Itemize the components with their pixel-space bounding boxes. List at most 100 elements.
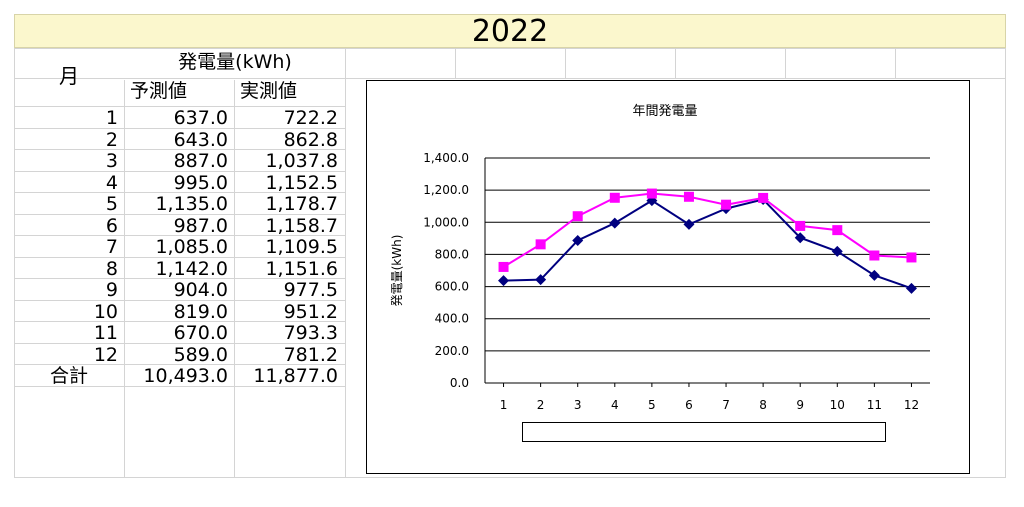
table-cell-forecast[interactable]: 904.0 <box>173 279 228 301</box>
y-axis-label: 発電量(kWh) <box>390 235 404 307</box>
table-cell-forecast[interactable]: 819.0 <box>173 300 228 323</box>
series-line-1 <box>503 198 912 290</box>
header-actual[interactable]: 実測値 <box>240 80 298 102</box>
chart-legend[interactable] <box>522 422 886 442</box>
x-tick-label: 10 <box>830 398 845 412</box>
y-tick-label: 1,000.0 <box>423 215 469 229</box>
grid-column-line <box>455 48 456 78</box>
grid-row-line <box>14 321 346 322</box>
grid-row-line <box>14 256 346 258</box>
table-cell-actual[interactable]: 781.2 <box>283 343 338 366</box>
grid-column-line <box>345 48 346 478</box>
chart-canvas: 年間発電量 0.0 200.0 400.0 600.0 800.0 1,000.0 1,200… <box>390 104 930 440</box>
x-tick-label: 12 <box>904 398 919 412</box>
x-tick-label: 5 <box>648 398 656 412</box>
x-tick-label: 9 <box>796 398 804 412</box>
x-tick-label: 4 <box>611 398 619 412</box>
header-generation[interactable]: 発電量(kWh) <box>178 51 292 73</box>
y-tick-label: 0.0 <box>450 376 469 390</box>
y-tick-label: 400.0 <box>435 312 469 326</box>
y-tick-label: 800.0 <box>435 247 469 261</box>
table-cell-forecast[interactable]: 995.0 <box>173 171 228 194</box>
grid-row-line <box>14 385 346 387</box>
table-cell-forecast[interactable]: 637.0 <box>173 107 228 129</box>
table-cell-month[interactable]: 3 <box>105 150 118 172</box>
table-cell-forecast[interactable]: 643.0 <box>173 128 228 151</box>
grid-row-line <box>14 106 346 107</box>
table-cell-actual[interactable]: 951.2 <box>283 300 338 323</box>
header-month[interactable]: 月 <box>59 64 79 88</box>
sheet-title[interactable]: 2022 <box>14 14 1006 49</box>
grid-row-line <box>14 127 346 129</box>
grid-row-line <box>14 342 346 344</box>
table-cell-month[interactable]: 1 <box>105 107 118 129</box>
grid-row-line <box>14 78 1006 79</box>
table-cell-forecast[interactable]: 987.0 <box>173 214 228 237</box>
grid-column-line <box>1005 48 1006 478</box>
grid-row-line <box>14 170 346 172</box>
data-point-square <box>758 192 769 203</box>
y-tick-label: 1,200.0 <box>423 183 469 197</box>
table-cell-forecast[interactable]: 1,142.0 <box>155 257 228 280</box>
table-cell-forecast[interactable]: 589.0 <box>173 343 228 366</box>
y-tick-label: 600.0 <box>435 280 469 294</box>
data-point-diamond <box>572 234 584 246</box>
grid-column-line <box>565 48 566 78</box>
chart-title: 年間発電量 <box>632 104 697 119</box>
x-tick-label: 11 <box>867 398 882 412</box>
grid-row-line <box>14 48 1006 49</box>
table-cell-month[interactable]: 11 <box>93 322 118 344</box>
table-cell-month[interactable]: 7 <box>105 236 118 258</box>
table-cell-actual[interactable]: 1,152.5 <box>265 171 338 194</box>
y-tick-label: 200.0 <box>435 344 469 358</box>
table-cell-forecast[interactable]: 670.0 <box>173 322 228 344</box>
table-cell-actual[interactable]: 1,151.6 <box>265 257 338 280</box>
x-tick-label: 6 <box>685 398 693 412</box>
table-cell-month[interactable]: 2 <box>105 128 118 151</box>
table-cell-actual[interactable]: 1,158.7 <box>265 214 338 237</box>
header-forecast[interactable]: 予測値 <box>130 80 188 102</box>
table-cell-month[interactable]: 9 <box>105 279 118 301</box>
data-point-square <box>795 220 806 231</box>
table-cell-actual[interactable]: 722.2 <box>283 107 338 129</box>
table-cell-forecast[interactable]: 1,135.0 <box>155 193 228 215</box>
table-cell-month[interactable]: 10 <box>93 300 118 323</box>
grid-row-line <box>14 213 346 215</box>
table-cell-actual[interactable]: 1,178.7 <box>265 193 338 215</box>
data-point-square <box>683 191 694 202</box>
table-cell-actual[interactable]: 977.5 <box>283 279 338 301</box>
data-point-square <box>535 239 546 250</box>
data-point-square <box>498 261 509 272</box>
data-point-diamond <box>535 274 547 286</box>
total-actual[interactable]: 11,877.0 <box>253 365 338 387</box>
data-point-square <box>832 225 843 236</box>
data-point-diamond <box>831 245 843 257</box>
table-cell-month[interactable]: 6 <box>105 214 118 237</box>
x-tick-label: 2 <box>537 398 545 412</box>
table-cell-actual[interactable]: 1,037.8 <box>265 150 338 172</box>
data-point-square <box>646 188 657 199</box>
annual-generation-chart[interactable]: 年間発電量 0.0 200.0 400.0 600.0 800.0 1,000.0 1,200… <box>366 80 970 474</box>
table-cell-forecast[interactable]: 887.0 <box>173 150 228 172</box>
table-cell-month[interactable]: 4 <box>105 171 118 194</box>
table-cell-actual[interactable]: 793.3 <box>283 322 338 344</box>
grid-row-line <box>14 149 346 150</box>
grid-row-line <box>14 278 346 279</box>
total-forecast[interactable]: 10,493.0 <box>143 365 228 387</box>
table-cell-forecast[interactable]: 1,085.0 <box>155 236 228 258</box>
total-label[interactable]: 合計 <box>49 365 88 387</box>
table-cell-month[interactable]: 5 <box>105 193 118 215</box>
grid-row-line <box>14 364 346 365</box>
table-cell-actual[interactable]: 1,109.5 <box>265 236 338 258</box>
grid-row-line <box>14 192 346 193</box>
grid-column-line <box>234 80 235 478</box>
grid-column-line <box>785 48 786 78</box>
spreadsheet-grid <box>14 48 1006 478</box>
table-cell-month[interactable]: 12 <box>93 343 118 366</box>
grid-column-line <box>675 48 676 78</box>
y-tick-label: 1,400.0 <box>423 151 469 165</box>
data-point-square <box>906 252 917 263</box>
table-cell-month[interactable]: 8 <box>105 257 118 280</box>
grid-column-line <box>124 80 125 478</box>
table-cell-actual[interactable]: 862.8 <box>283 128 338 151</box>
